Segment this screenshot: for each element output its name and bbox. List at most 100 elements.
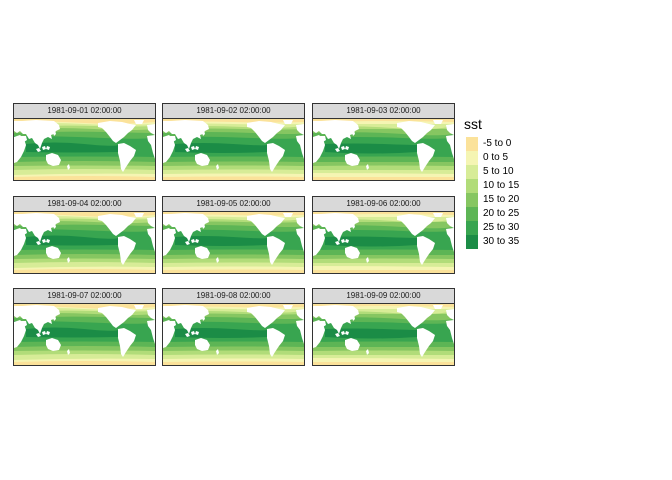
land-mask (267, 236, 285, 265)
legend-swatch (466, 221, 478, 235)
land-mask (147, 320, 155, 344)
sst-map (312, 303, 455, 366)
land-mask (147, 135, 155, 159)
land-mask (98, 306, 136, 328)
land-mask (185, 241, 190, 245)
land-mask (283, 305, 293, 309)
panel-date-label: 1981-09-01 02:00:00 (13, 103, 156, 119)
land-mask (433, 305, 443, 309)
land-mask (313, 120, 359, 149)
legend-item: 0 to 5 (466, 151, 586, 165)
sst-map (312, 211, 455, 274)
land-mask (42, 146, 46, 150)
land-mask (163, 228, 175, 256)
land-mask (446, 309, 454, 320)
land-mask (366, 349, 369, 355)
land-mask (345, 146, 349, 150)
land-mask (341, 146, 345, 150)
legend-item: 20 to 25 (466, 207, 586, 221)
sst-map (13, 211, 156, 274)
legend-title: sst (464, 116, 482, 132)
land-mask (417, 236, 435, 265)
panel-date-label: 1981-09-04 02:00:00 (13, 196, 156, 212)
sst-band (175, 328, 267, 338)
land-mask (417, 143, 435, 172)
land-mask (296, 217, 304, 228)
land-mask (191, 146, 195, 150)
land-mask (296, 309, 304, 320)
legend-item: -5 to 0 (466, 137, 586, 151)
land-mask (14, 120, 60, 149)
land-mask (134, 213, 144, 217)
legend-item: 30 to 35 (466, 235, 586, 249)
land-mask (433, 120, 443, 124)
land-mask (42, 239, 46, 243)
land-mask (352, 223, 355, 229)
land-mask (14, 135, 26, 163)
panel-date-label: 1981-09-07 02:00:00 (13, 288, 156, 304)
land-mask (335, 333, 340, 337)
land-mask (341, 331, 345, 335)
land-mask (283, 213, 293, 217)
legend-label: 25 to 30 (483, 222, 520, 233)
land-mask (296, 228, 304, 252)
sst-map (13, 118, 156, 181)
land-mask (21, 136, 27, 142)
land-mask (46, 153, 61, 166)
legend-swatch (466, 235, 478, 249)
land-mask (14, 305, 60, 334)
land-mask (67, 349, 70, 355)
land-mask (345, 331, 349, 335)
panel-date-label: 1981-09-06 02:00:00 (312, 196, 455, 212)
land-mask (446, 320, 454, 344)
map-panel: 1981-09-04 02:00:00 (13, 196, 156, 274)
land-mask (267, 328, 285, 357)
sst-map-canvas (313, 119, 454, 180)
land-mask (118, 328, 136, 357)
land-mask (397, 214, 435, 236)
legend-label: 20 to 25 (483, 208, 520, 219)
land-mask (345, 239, 349, 243)
map-panel: 1981-09-09 02:00:00 (312, 288, 455, 366)
land-mask (185, 333, 190, 337)
land-mask (21, 229, 27, 235)
land-mask (283, 120, 293, 124)
legend-label: 0 to 5 (483, 152, 509, 163)
land-mask (163, 213, 209, 242)
land-mask (320, 136, 326, 142)
land-mask (170, 321, 176, 327)
land-mask (417, 328, 435, 357)
land-mask (267, 143, 285, 172)
land-mask (335, 241, 340, 245)
land-mask (191, 331, 195, 335)
land-mask (202, 130, 205, 136)
land-mask (170, 136, 176, 142)
legend-item: 25 to 30 (466, 221, 586, 235)
land-mask (53, 223, 56, 229)
land-mask (433, 213, 443, 217)
legend-swatch (466, 137, 478, 151)
land-mask (366, 164, 369, 170)
legend-swatch (466, 151, 478, 165)
legend-swatch (466, 165, 478, 179)
land-mask (36, 333, 41, 337)
legend-item: 5 to 10 (466, 165, 586, 179)
land-mask (46, 246, 61, 259)
land-mask (14, 213, 60, 242)
land-mask (163, 305, 209, 334)
land-mask (446, 217, 454, 228)
land-mask (53, 315, 56, 321)
land-mask (170, 229, 176, 235)
land-mask (216, 257, 219, 263)
land-mask (163, 320, 175, 348)
land-mask (345, 338, 360, 351)
land-mask (147, 124, 155, 135)
sst-band (325, 236, 417, 247)
map-panel: 1981-09-02 02:00:00 (162, 103, 305, 181)
land-mask (341, 239, 345, 243)
sst-map (162, 118, 305, 181)
sst-band (325, 328, 417, 339)
land-mask (195, 246, 210, 259)
land-mask (216, 164, 219, 170)
land-mask (21, 321, 27, 327)
